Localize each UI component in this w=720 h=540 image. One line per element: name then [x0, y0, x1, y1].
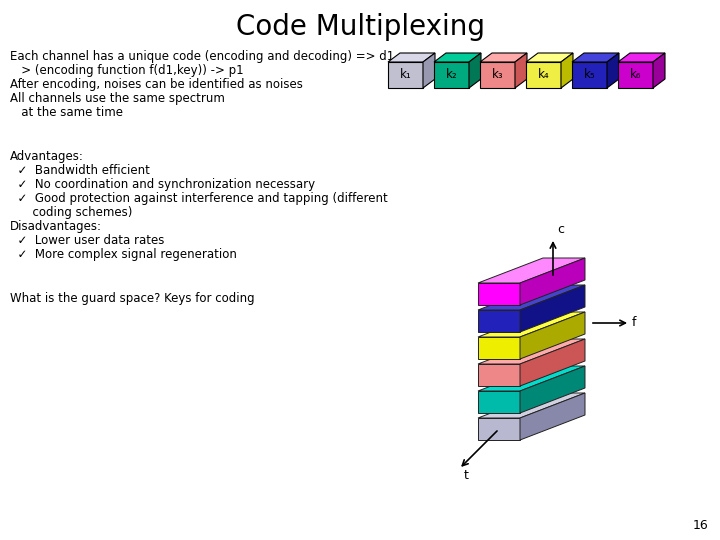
Polygon shape: [434, 53, 481, 62]
Polygon shape: [478, 285, 585, 310]
Polygon shape: [478, 366, 585, 391]
Text: ✓  More complex signal regeneration: ✓ More complex signal regeneration: [10, 248, 237, 261]
Text: ✓  Good protection against interference and tapping (different: ✓ Good protection against interference a…: [10, 192, 388, 205]
Polygon shape: [480, 62, 515, 88]
Polygon shape: [478, 339, 585, 364]
Text: Advantages:: Advantages:: [10, 150, 84, 163]
Text: f: f: [632, 316, 636, 329]
Polygon shape: [520, 339, 585, 386]
Text: ✓  Bandwidth efficient: ✓ Bandwidth efficient: [10, 164, 150, 177]
Text: t: t: [464, 469, 469, 482]
Polygon shape: [480, 53, 527, 62]
Polygon shape: [653, 53, 665, 88]
Text: at the same time: at the same time: [10, 106, 123, 119]
Polygon shape: [526, 62, 561, 88]
Text: ✓  Lower user data rates: ✓ Lower user data rates: [10, 234, 164, 247]
Text: k₅: k₅: [584, 69, 595, 82]
Text: What is the guard space? Keys for coding: What is the guard space? Keys for coding: [10, 292, 255, 305]
Polygon shape: [434, 62, 469, 88]
Text: Disadvantages:: Disadvantages:: [10, 220, 102, 233]
Polygon shape: [478, 393, 585, 418]
Polygon shape: [388, 53, 435, 62]
Polygon shape: [478, 312, 585, 337]
Polygon shape: [607, 53, 619, 88]
Polygon shape: [520, 312, 585, 359]
Text: k₃: k₃: [492, 69, 503, 82]
Polygon shape: [572, 53, 619, 62]
Text: All channels use the same spectrum: All channels use the same spectrum: [10, 92, 225, 105]
Text: > (encoding function f(d1,key)) -> p1: > (encoding function f(d1,key)) -> p1: [10, 64, 243, 77]
Text: Each channel has a unique code (encoding and decoding) => d1 -: Each channel has a unique code (encoding…: [10, 50, 402, 63]
Polygon shape: [478, 391, 520, 413]
Polygon shape: [478, 418, 520, 440]
Polygon shape: [618, 53, 665, 62]
Polygon shape: [478, 364, 520, 386]
Text: After encoding, noises can be identified as noises: After encoding, noises can be identified…: [10, 78, 303, 91]
Polygon shape: [520, 285, 585, 332]
Text: Code Multiplexing: Code Multiplexing: [235, 13, 485, 41]
Polygon shape: [520, 366, 585, 413]
Polygon shape: [515, 53, 527, 88]
Polygon shape: [478, 337, 520, 359]
Text: k₆: k₆: [630, 69, 642, 82]
Text: k₂: k₂: [446, 69, 457, 82]
Polygon shape: [469, 53, 481, 88]
Polygon shape: [423, 53, 435, 88]
Text: k₄: k₄: [538, 69, 549, 82]
Polygon shape: [561, 53, 573, 88]
Polygon shape: [520, 393, 585, 440]
Polygon shape: [572, 62, 607, 88]
Text: k₁: k₁: [400, 69, 411, 82]
Polygon shape: [526, 53, 573, 62]
Text: ✓  No coordination and synchronization necessary: ✓ No coordination and synchronization ne…: [10, 178, 315, 191]
Text: coding schemes): coding schemes): [10, 206, 132, 219]
Polygon shape: [618, 62, 653, 88]
Text: c: c: [557, 223, 564, 236]
Polygon shape: [478, 283, 520, 305]
Polygon shape: [520, 258, 585, 305]
Polygon shape: [478, 310, 520, 332]
Polygon shape: [388, 62, 423, 88]
Text: 16: 16: [692, 519, 708, 532]
Polygon shape: [478, 258, 585, 283]
